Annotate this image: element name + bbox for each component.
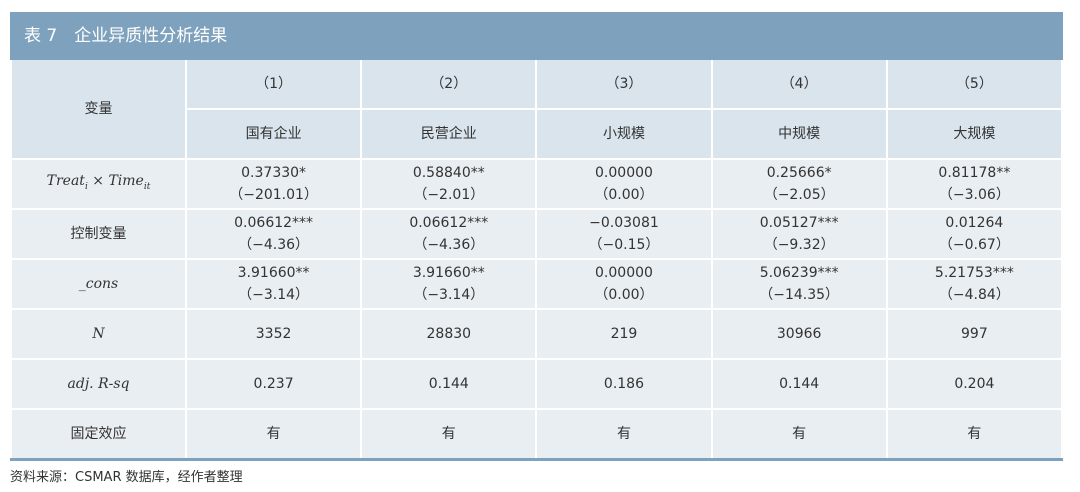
column-name: 大规模 — [885, 109, 1064, 160]
table-cell: 0.25666* （−2.05） — [710, 159, 888, 210]
column-number: （3） — [535, 60, 713, 110]
table-cell: 0.06612*** （−4.36） — [184, 209, 363, 260]
table-cell: 5.21753*** （−4.84） — [885, 259, 1064, 310]
row-label: N — [10, 309, 187, 360]
table-panel: 表 7 企业异质性分析结果 变量 （1） （2） （3） （4） （5） 国有企业 民营企业小… — [10, 12, 1064, 461]
column-name: 中规模 — [710, 109, 888, 160]
table-cell: 997 — [885, 309, 1064, 360]
table-cell: 0.204 — [885, 359, 1064, 410]
table-cell: 0.144 — [710, 359, 888, 410]
coefficient: 0.58840** — [412, 165, 485, 181]
column-number: （5） — [885, 60, 1064, 110]
table-cell: 0.144 — [360, 359, 538, 410]
column-name: 小规模 — [535, 109, 713, 160]
t-statistic: （−3.14） — [413, 287, 485, 303]
column-name: 民营企业 — [360, 109, 538, 160]
table-cell: 30966 — [710, 309, 888, 360]
t-statistic: （0.00） — [594, 287, 654, 303]
row-label: 固定效应 — [10, 409, 187, 461]
t-statistic: （−4.36） — [238, 237, 310, 253]
table-cell: 有 — [184, 409, 363, 461]
variable-header: 变量 — [10, 60, 187, 160]
table-cell: 有 — [710, 409, 888, 461]
table-row: N 3352 28830 219 30966 997 — [10, 309, 1064, 360]
table-cell: 有 — [360, 409, 538, 461]
column-name: 国有企业 — [184, 109, 363, 160]
table-cell: 0.186 — [535, 359, 713, 410]
table-cell: 3.91660** （−3.14） — [184, 259, 363, 310]
coefficient: 0.06612*** — [409, 215, 489, 231]
table-cell: 0.01264 （−0.67） — [885, 209, 1064, 260]
t-statistic: （−3.14） — [238, 287, 310, 303]
table-cell: 0.06612*** （−4.36） — [360, 209, 538, 260]
row-label: adj. R-sq — [10, 359, 187, 410]
coefficient: 0.01264 — [945, 215, 1004, 231]
coefficient: 5.06239*** — [759, 265, 839, 281]
table-cell: 有 — [885, 409, 1064, 461]
coefficient: 3.91660** — [412, 265, 485, 281]
column-number: （1） — [184, 60, 363, 110]
t-statistic: （−4.84） — [938, 287, 1010, 303]
table-row: _cons 3.91660** （−3.14） 3.91660** （−3.14） 0.0… — [10, 259, 1064, 310]
t-statistic: （−0.15） — [588, 237, 660, 253]
table-row: 控制变量 0.06612*** （−4.36） 0.06612*** （−4.36） −0… — [10, 209, 1064, 260]
t-statistic: （−14.35） — [759, 287, 840, 303]
table-cell: 0.00000 （0.00） — [535, 259, 713, 310]
t-statistic: （−2.01） — [413, 187, 485, 203]
column-number: （2） — [360, 60, 538, 110]
table-row: Treati × Timeit 0.37330* （−201.01） 0.58840*… — [10, 159, 1064, 210]
row-label: Treati × Timeit — [10, 159, 187, 210]
column-number: （4） — [710, 60, 888, 110]
t-statistic: （−201.01） — [229, 187, 318, 203]
coefficient: 0.25666* — [766, 165, 832, 181]
coefficient: 0.05127*** — [759, 215, 839, 231]
coefficient: 0.37330* — [241, 165, 307, 181]
table-cell: 28830 — [360, 309, 538, 360]
t-statistic: （−2.05） — [763, 187, 835, 203]
table-row: adj. R-sq 0.237 0.144 0.186 0.144 0.204 — [10, 359, 1064, 410]
t-statistic: （−9.32） — [763, 237, 835, 253]
coefficient: 5.21753*** — [934, 265, 1014, 281]
data-table: 变量 （1） （2） （3） （4） （5） 国有企业 民营企业 小规模 中规模 大规模 Treati… — [10, 60, 1064, 461]
coefficient: 0.00000 — [595, 165, 653, 181]
table-cell: 0.237 — [184, 359, 363, 410]
table-cell: −0.03081 （−0.15） — [535, 209, 713, 260]
label-text: Treat — [46, 173, 85, 190]
header-row: 变量 （1） （2） （3） （4） （5） — [10, 60, 1064, 160]
coefficient: −0.03081 — [589, 215, 659, 231]
row-label: _cons — [10, 259, 187, 310]
footnote: 资料来源：CSMAR 数据库，经作者整理 — [10, 470, 243, 485]
table-cell: 0.58840** （−2.01） — [360, 159, 538, 210]
t-statistic: （0.00） — [594, 187, 654, 203]
row-label: 控制变量 — [10, 209, 187, 260]
table-cell: 有 — [535, 409, 713, 461]
table-cell: 0.00000 （0.00） — [535, 159, 713, 210]
table-cell: 0.05127*** （−9.32） — [710, 209, 888, 260]
coefficient: 0.06612*** — [234, 215, 314, 231]
table-cell: 219 — [535, 309, 713, 360]
table-cell: 0.81178** （−3.06） — [885, 159, 1064, 210]
table-title: 表 7 企业异质性分析结果 — [10, 12, 1063, 60]
t-statistic: （−4.36） — [413, 237, 485, 253]
label-subscript: i — [84, 181, 88, 192]
table-cell: 5.06239*** （−14.35） — [710, 259, 888, 310]
coefficient: 3.91660** — [237, 265, 310, 281]
header-row: 国有企业 民营企业 小规模 中规模 大规模 — [11, 109, 1064, 160]
coefficient: 0.00000 — [595, 265, 653, 281]
t-statistic: （−0.67） — [938, 237, 1010, 253]
table-cell: 0.37330* （−201.01） — [184, 159, 363, 210]
label-text: × Time — [87, 173, 144, 190]
table-cell: 3.91660** （−3.14） — [360, 259, 538, 310]
coefficient: 0.81178** — [938, 165, 1011, 181]
label-subscript: it — [143, 181, 151, 192]
table-row: 固定效应有有有有有 — [10, 409, 1064, 461]
table-cell: 3352 — [184, 309, 363, 360]
t-statistic: （−3.06） — [938, 187, 1010, 203]
